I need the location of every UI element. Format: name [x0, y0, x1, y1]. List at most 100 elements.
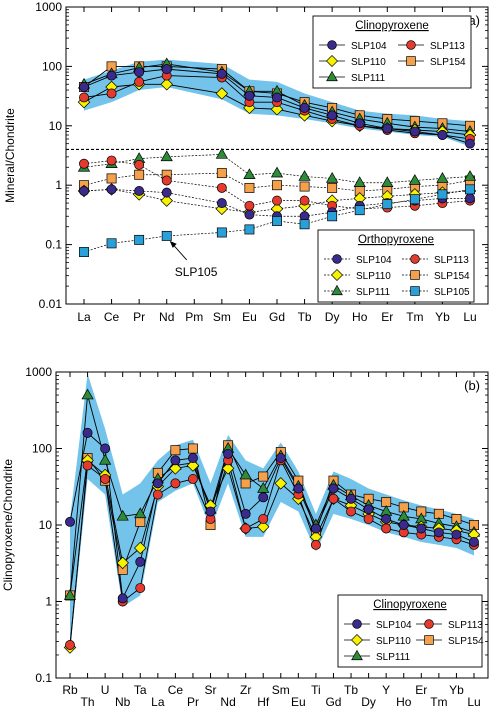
data-point	[106, 184, 117, 195]
data-point	[240, 523, 251, 534]
data-point	[363, 513, 374, 524]
data-point	[134, 541, 147, 555]
data-point	[215, 87, 229, 100]
data-point	[188, 443, 198, 454]
data-point	[169, 462, 182, 475]
legend-label: SLP113	[430, 41, 465, 52]
x-tick-label: La	[151, 695, 165, 709]
data-point	[134, 186, 145, 196]
data-point	[346, 493, 356, 504]
x-tick-label: Sm	[272, 683, 290, 697]
data-point	[161, 64, 172, 75]
data-point	[299, 102, 310, 113]
data-point	[240, 478, 251, 489]
panel-label: (b)	[464, 378, 480, 393]
data-point	[79, 82, 89, 92]
markers-opx-SLP105	[79, 184, 475, 257]
legend-orthopyroxene: Orthopyroxene SLP104 SLP113 SLP110 SLP154 SLP…	[317, 229, 475, 303]
legend-clinopyroxene: Clinopyroxene SLP104 SLP113 SLP110 SLP154 SLP…	[312, 15, 472, 89]
legend-marker	[331, 269, 343, 281]
legend-label: SLP113	[434, 255, 469, 266]
data-point	[433, 527, 444, 538]
data-point	[106, 238, 117, 249]
legend-marker	[406, 40, 416, 50]
x-tick-label: Gd	[269, 310, 285, 324]
data-point	[408, 174, 421, 185]
x-tick-label: Tb	[298, 310, 312, 324]
y-tick-label: 0.1	[35, 671, 52, 685]
data-point	[186, 459, 200, 472]
legend-box	[317, 229, 475, 303]
data-point	[216, 182, 227, 193]
data-point	[100, 473, 111, 484]
data-point	[465, 184, 475, 195]
legend-marker	[326, 70, 338, 82]
legend-label: SLP154	[430, 57, 466, 68]
legend-label: SLP111	[376, 652, 411, 663]
legend-marker	[406, 56, 416, 66]
y-tick-label: 10	[39, 518, 53, 532]
data-point	[134, 159, 145, 170]
data-point	[272, 216, 282, 226]
data-point	[161, 187, 172, 198]
data-point	[272, 180, 282, 191]
x-tick-label: Ho	[352, 310, 368, 324]
data-point	[258, 492, 269, 503]
data-point	[79, 247, 89, 257]
data-point	[363, 504, 374, 515]
x-tick-label: Lu	[463, 310, 476, 324]
y-tick-label: 1	[45, 595, 52, 609]
data-point	[381, 523, 392, 534]
data-point	[275, 453, 286, 464]
data-point	[106, 70, 117, 81]
data-point	[299, 181, 310, 192]
data-point	[274, 477, 288, 490]
series-opx-SLP111	[83, 154, 471, 184]
data-point	[346, 506, 356, 517]
data-point	[437, 130, 448, 140]
data-point	[239, 468, 252, 480]
x-tick-label: Rb	[62, 683, 78, 697]
data-point	[451, 529, 462, 540]
legend-label: SLP104	[376, 620, 412, 631]
legend-label: SLP154	[434, 271, 470, 282]
data-point	[160, 150, 173, 162]
legend-marker	[424, 619, 434, 629]
data-point	[354, 205, 365, 216]
data-point	[152, 478, 163, 489]
legend-label: SLP110	[351, 57, 386, 68]
data-point	[328, 493, 339, 504]
markers-cpx-SLP104	[65, 427, 479, 604]
x-tick-label: Tm	[430, 695, 447, 709]
x-tick-label: Ho	[396, 695, 412, 709]
legend-marker	[410, 286, 420, 296]
data-point	[81, 388, 94, 400]
data-point	[381, 176, 394, 188]
x-tick-label: Eu	[291, 695, 306, 709]
data-point	[327, 211, 338, 222]
data-point	[216, 227, 227, 238]
data-point	[437, 189, 448, 200]
annotation-label: SLP105	[175, 265, 218, 279]
data-point	[244, 209, 255, 220]
data-point	[299, 219, 310, 230]
y-tick-label: 1000	[35, 0, 62, 14]
arrow-head	[169, 240, 177, 248]
data-point	[382, 199, 393, 210]
data-point	[161, 230, 172, 241]
data-point	[240, 508, 251, 519]
data-point	[416, 523, 427, 534]
data-point	[310, 539, 321, 550]
data-point	[382, 123, 393, 134]
x-tick-label: Ta	[134, 683, 147, 697]
x-tick-label: Er	[381, 310, 393, 324]
markers-opx-SLP111	[77, 147, 477, 188]
data-point	[244, 200, 255, 211]
data-point	[221, 462, 235, 475]
data-point	[310, 523, 321, 534]
y-tick-label: 1000	[25, 365, 52, 379]
x-tick-label: Pr	[187, 695, 199, 709]
data-point	[82, 460, 93, 471]
legend-label: SLP111	[351, 73, 386, 84]
y-axis-label: Mineral/Chondrite	[3, 108, 17, 203]
